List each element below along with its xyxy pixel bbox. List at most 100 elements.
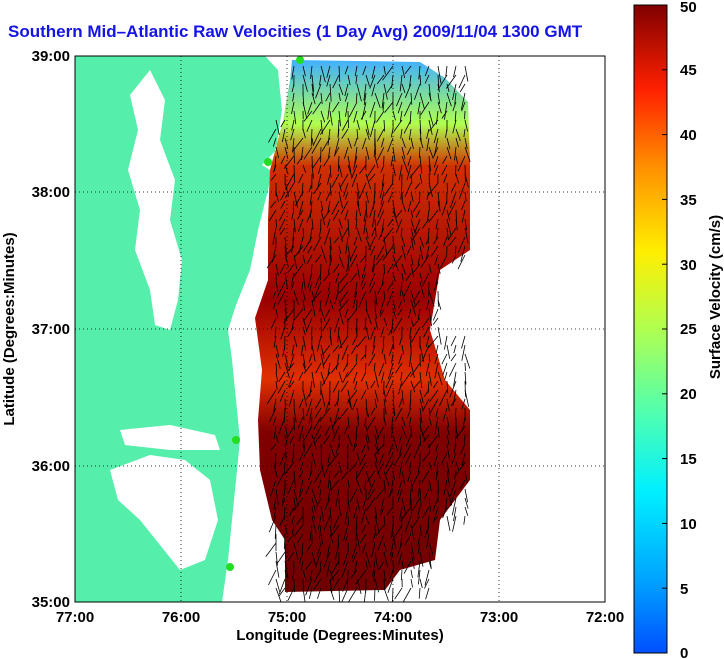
velocity-vector [401,83,406,94]
velocity-vector [293,407,297,423]
velocity-vector [410,497,413,515]
velocity-vector [372,533,376,543]
velocity-vector [273,299,277,310]
velocity-vector [330,560,340,576]
velocity-vector [302,290,306,301]
velocity-vector [289,434,295,444]
velocity-vector [364,479,367,490]
velocity-vector [311,92,316,105]
velocity-vector [398,461,403,479]
velocity-vector [374,371,379,388]
velocity-vector [306,398,313,417]
velocity-vector [374,389,379,402]
velocity-vector [275,380,278,390]
velocity-vector [426,533,430,549]
velocity-vector [303,362,313,374]
velocity-vector [381,92,385,109]
velocity-vector [291,344,295,356]
velocity-vector [356,335,367,348]
velocity-vector [453,344,457,354]
velocity-vector [355,209,358,220]
velocity-vector [314,281,322,299]
velocity-vector [332,101,340,113]
velocity-vector [426,191,430,200]
velocity-vector [398,353,403,365]
velocity-vector [437,263,441,274]
velocity-vector [422,398,430,412]
velocity-vector [320,452,323,470]
velocity-vector [386,290,394,307]
velocity-vector [333,236,340,244]
velocity-vector [337,326,340,343]
velocity-vector [374,317,379,331]
velocity-vector [272,416,277,426]
velocity-vector [302,227,305,238]
velocity-vector [399,110,403,122]
velocity-vector [383,551,389,568]
velocity-vector [291,524,295,535]
velocity-vector [446,398,450,412]
velocity-vector [411,470,421,487]
velocity-vector [311,299,316,317]
velocity-vector [284,164,289,175]
velocity-vector [288,371,295,388]
x-tick-label: 75:00 [268,609,306,626]
velocity-vector [347,416,350,429]
velocity-vector [311,164,314,179]
velocity-vector [344,425,349,434]
velocity-vector [398,299,403,309]
velocity-vector [279,515,286,527]
velocity-vector [464,173,469,188]
velocity-vector [338,434,341,448]
velocity-vector [410,542,415,560]
velocity-vector [383,317,388,326]
velocity-vector [437,65,442,84]
velocity-vector [329,578,333,593]
velocity-vector [428,353,431,363]
velocity-vector [401,560,404,570]
velocity-vector [448,362,457,377]
velocity-vector [374,155,379,169]
velocity-vector [383,398,387,415]
velocity-vector [328,263,331,274]
velocity-vector [303,425,313,441]
velocity-vector [415,209,421,218]
velocity-vector [360,506,367,525]
velocity-vector [325,398,331,413]
velocity-vector [297,209,304,220]
velocity-vector [392,254,403,269]
velocity-vector [436,227,439,239]
velocity-vector [411,515,421,530]
velocity-vector [461,101,466,112]
velocity-vector [284,461,295,475]
y-tick-label: 39:00 [32,48,70,65]
velocity-vector [370,326,376,340]
velocity-vector [311,515,317,533]
velocity-vector [341,119,349,131]
velocity-vector [338,308,344,325]
velocity-vector [302,254,306,264]
velocity-vector [455,137,459,148]
velocity-vector [403,560,412,574]
velocity-vector [353,506,358,520]
velocity-vector [383,515,386,527]
velocity-vector [330,524,340,537]
velocity-vector [332,344,340,353]
velocity-vector [430,245,439,257]
velocity-vector [435,443,439,452]
velocity-vector [320,308,326,322]
velocity-vector [464,146,471,163]
velocity-vector [284,146,289,159]
velocity-vector [383,389,387,403]
velocity-vector [384,452,394,469]
velocity-vector [401,65,406,79]
velocity-vector [352,551,358,562]
velocity-vector [419,128,422,143]
velocity-vector [303,110,313,122]
y-tick-label: 38:00 [32,184,70,201]
velocity-vector [314,398,322,410]
velocity-vector [413,290,421,302]
velocity-vector [464,389,470,407]
velocity-vector [454,461,466,478]
velocity-vector [425,236,430,245]
